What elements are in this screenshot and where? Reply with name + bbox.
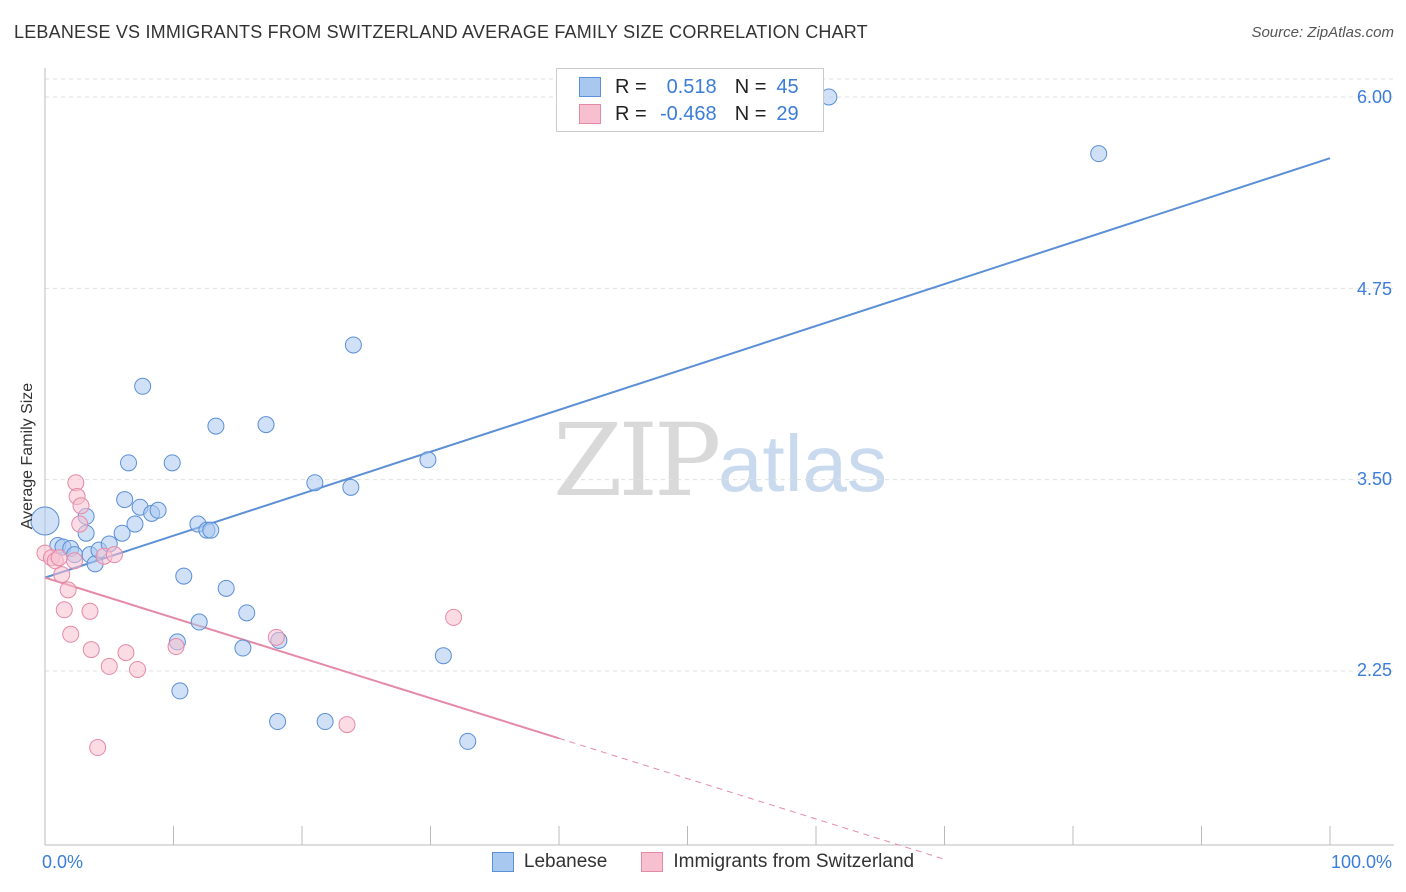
x-tick-label-min: 0.0% [42, 852, 84, 872]
r-label: R = [615, 75, 647, 98]
data-point [89, 739, 107, 757]
r-value: 0.518 [666, 75, 717, 98]
data-point [459, 732, 477, 750]
n-value: 29 [776, 102, 799, 125]
r-value: -0.468 [659, 102, 717, 125]
switzerland-swatch [641, 852, 664, 872]
data-point [269, 713, 287, 731]
data-point [53, 566, 71, 584]
data-point [207, 417, 225, 435]
data-point [50, 549, 68, 567]
data-point [72, 497, 90, 515]
data-point [66, 552, 84, 570]
legend-label: Immigrants from Switzerland [673, 851, 915, 872]
y-tick-label: 3.50 [1356, 469, 1392, 489]
trend-line-dashed-1 [558, 737, 945, 860]
data-point [81, 602, 99, 620]
data-point [30, 506, 60, 536]
data-point [257, 416, 275, 434]
y-tick-label: 4.75 [1356, 279, 1392, 299]
data-point [129, 660, 147, 678]
watermark-zip: ZIP [553, 402, 721, 519]
data-point [116, 491, 134, 509]
data-point [342, 478, 360, 496]
legend-item-switzerland[interactable]: Immigrants from Switzerland [641, 851, 914, 873]
data-point [234, 639, 252, 657]
stats-legend: R = 0.518 N = 45 R = -0.468 N = 29 [556, 68, 824, 132]
legend-label: Lebanese [523, 851, 608, 872]
legend-item-lebanese[interactable]: Lebanese [491, 851, 608, 873]
data-point [238, 604, 256, 622]
data-point [175, 567, 193, 585]
data-point [117, 644, 135, 662]
n-label: N = [734, 102, 767, 125]
switzerland-swatch [579, 104, 601, 124]
x-tick-label-max: 100.0% [1330, 852, 1392, 872]
data-point [120, 454, 138, 472]
data-point [434, 647, 452, 665]
data-point [167, 638, 185, 656]
chart-source: Source: ZipAtlas.com [1251, 24, 1394, 41]
n-label: N = [734, 75, 767, 98]
data-point [71, 515, 89, 533]
data-point [171, 682, 189, 700]
y-axis-label: Average Family Size [19, 382, 36, 530]
stats-row-switzerland: R = -0.468 N = 29 [579, 100, 799, 128]
y-tick-label: 2.25 [1356, 660, 1392, 680]
data-point [1090, 145, 1108, 163]
data-point [316, 713, 334, 731]
data-point [202, 521, 220, 539]
trend-line-1 [44, 576, 560, 740]
data-point [163, 454, 181, 472]
data-point [445, 608, 463, 626]
data-point [126, 515, 144, 533]
data-point [306, 474, 324, 492]
data-point [82, 641, 100, 659]
y-tick-label: 6.00 [1356, 87, 1392, 107]
data-point [338, 716, 356, 734]
data-point [419, 451, 437, 469]
bottom-legend: Lebanese Immigrants from Switzerland [0, 851, 1406, 873]
data-point [62, 625, 80, 643]
data-point [344, 336, 362, 354]
data-point [134, 377, 152, 395]
data-point [149, 501, 167, 519]
r-label: R = [615, 102, 647, 125]
lebanese-swatch [579, 77, 601, 97]
data-point [267, 628, 285, 646]
chart-title: LEBANESE VS IMMIGRANTS FROM SWITZERLAND … [14, 22, 868, 42]
data-point [113, 524, 131, 542]
data-point [59, 581, 77, 599]
lebanese-swatch [491, 852, 514, 872]
trend-line-0 [44, 157, 1331, 579]
data-point [105, 546, 123, 564]
data-point [217, 579, 235, 597]
data-point [100, 657, 118, 675]
watermark-atlas: atlas [718, 419, 887, 508]
data-point [55, 601, 73, 619]
data-point [190, 613, 208, 631]
stats-row-lebanese: R = 0.518 N = 45 [579, 73, 799, 101]
n-value: 45 [776, 75, 799, 98]
